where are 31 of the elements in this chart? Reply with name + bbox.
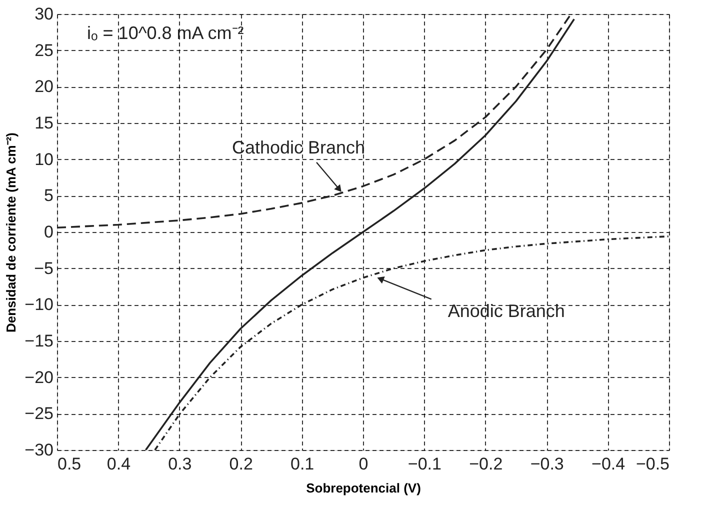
x-tick-label: 0.2 [229, 454, 253, 474]
annotation: iₒ = 10^0.8 mA cm⁻² [87, 23, 244, 43]
x-tick-label: 0.1 [290, 454, 314, 474]
x-tick-label: 0.5 [58, 454, 82, 474]
x-tick-label: 0.4 [106, 454, 131, 474]
y-tick-label: −5 [34, 258, 54, 278]
x-tick-label: −0.2 [469, 454, 503, 474]
y-tick-label: 15 [34, 114, 54, 132]
y-tick-label: 10 [34, 150, 54, 169]
x-axis-title: Sobrepotencial (V) [306, 480, 421, 496]
x-tick-label: 0 [358, 454, 368, 474]
line-series [154, 235, 669, 450]
annotation: Anodic Branch [448, 301, 565, 322]
x-tick-label: −0.3 [530, 454, 564, 474]
x-tick-label: −0.1 [408, 454, 442, 474]
y-tick-label: −10 [24, 295, 54, 314]
x-tick-label: −0.4 [592, 454, 626, 474]
y-axis-title: Densidad de corriente (mA cm⁻²) [4, 132, 19, 333]
y-tick-label: 30 [34, 4, 54, 24]
y-tick-label: −20 [24, 368, 54, 387]
y-tick-label: −30 [24, 440, 54, 460]
y-tick-label: −15 [24, 332, 54, 350]
line-series [57, 14, 572, 229]
y-tick-label: 5 [44, 186, 54, 206]
x-tick-label: 0.3 [168, 454, 192, 474]
y-tick-label: 20 [34, 77, 54, 96]
y-tick-label: 0 [44, 222, 54, 242]
y-tick-label: −25 [24, 404, 54, 424]
annotation: Cathodic Branch [232, 137, 366, 158]
x-tick-label: −0.5 [636, 454, 670, 474]
y-tick-label: 25 [34, 40, 54, 60]
